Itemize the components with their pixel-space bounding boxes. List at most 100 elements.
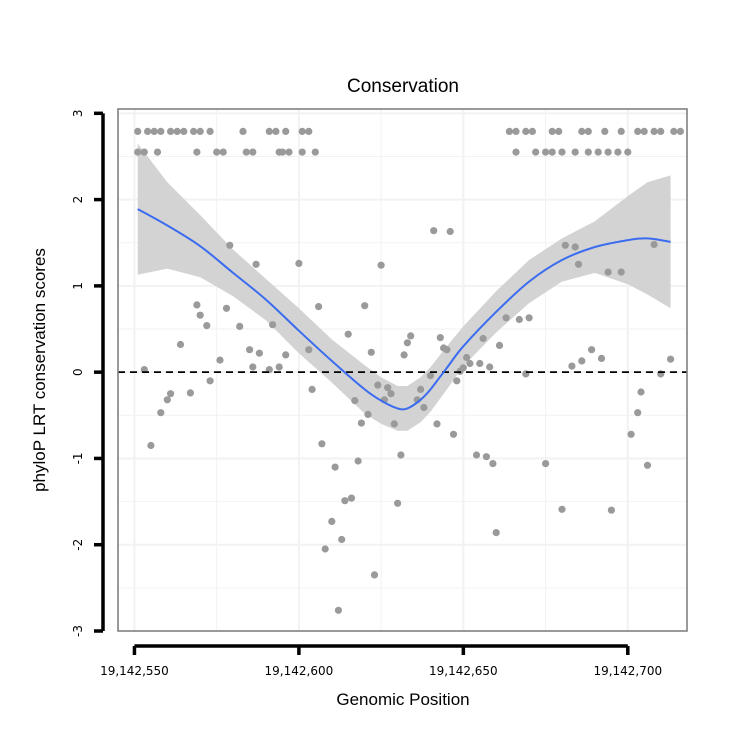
data-point <box>180 127 188 135</box>
data-point <box>321 545 329 553</box>
data-point <box>512 148 520 156</box>
data-point <box>394 499 402 507</box>
data-point <box>627 430 635 438</box>
data-point <box>328 517 336 526</box>
data-point <box>249 363 257 371</box>
data-point <box>315 303 323 311</box>
data-point <box>295 259 303 267</box>
data-point <box>206 127 214 135</box>
data-point <box>670 127 678 135</box>
data-point <box>361 302 369 310</box>
x-tick-label: 19,142,550 <box>100 664 169 678</box>
confidence-ribbon <box>137 143 671 431</box>
data-point <box>173 127 181 135</box>
data-points <box>134 127 685 614</box>
data-point <box>443 346 451 354</box>
data-point <box>377 261 385 269</box>
data-point <box>407 332 415 340</box>
smooth-trend-line <box>137 208 671 411</box>
x-axis: 19,142,550 19,142,600 19,142,650 19,142,700 <box>100 644 662 678</box>
data-point <box>624 148 632 156</box>
data-point <box>417 385 425 393</box>
data-point <box>400 351 408 359</box>
data-point <box>374 381 382 389</box>
chart-title: Conservation <box>347 76 459 97</box>
data-point <box>269 321 277 329</box>
data-point <box>364 410 372 418</box>
data-point <box>390 420 398 428</box>
data-point <box>528 127 537 135</box>
data-point <box>190 127 198 135</box>
y-tick-label: 2 <box>71 196 85 204</box>
data-point <box>482 453 490 461</box>
data-point <box>193 148 201 156</box>
data-point <box>449 430 458 438</box>
data-point <box>397 451 405 459</box>
data-point <box>370 571 379 579</box>
data-point <box>502 314 510 322</box>
data-point <box>650 127 658 135</box>
data-point <box>278 148 287 156</box>
data-point <box>384 384 392 392</box>
data-point <box>403 339 411 347</box>
data-point <box>272 127 280 135</box>
data-point <box>515 315 523 324</box>
data-point <box>607 506 616 514</box>
data-point <box>588 346 596 354</box>
data-point <box>219 148 227 156</box>
data-point <box>275 363 283 371</box>
data-point <box>495 341 504 349</box>
data-point <box>203 322 211 330</box>
data-point <box>617 268 625 276</box>
data-point <box>226 241 234 249</box>
data-point <box>436 334 444 342</box>
data-point <box>153 148 162 156</box>
y-tick-label: 1 <box>71 282 85 290</box>
data-point <box>354 457 362 465</box>
data-point <box>558 505 566 513</box>
x-tick-label: 19,142,650 <box>429 664 498 678</box>
data-point <box>634 409 642 417</box>
data-point <box>334 606 342 614</box>
data-point <box>466 359 474 368</box>
data-point <box>134 127 142 135</box>
data-point <box>446 227 454 236</box>
data-point <box>305 346 313 354</box>
data-point <box>657 127 665 135</box>
data-point <box>196 311 204 319</box>
data-point <box>561 241 569 249</box>
data-point <box>486 363 494 371</box>
data-point <box>571 148 579 156</box>
y-tick-label: -2 <box>71 539 85 551</box>
data-point <box>255 349 263 357</box>
data-point <box>239 127 247 135</box>
data-point <box>578 357 586 365</box>
data-point <box>433 420 441 428</box>
data-point <box>246 346 254 354</box>
y-tick-label: -1 <box>71 452 85 464</box>
data-point <box>420 403 428 412</box>
data-point <box>558 148 566 156</box>
data-point <box>157 127 165 135</box>
data-point <box>351 397 359 405</box>
data-point <box>525 314 533 322</box>
data-point <box>157 409 165 417</box>
data-point <box>249 148 257 156</box>
data-point <box>305 127 313 135</box>
data-point <box>492 529 500 537</box>
data-point <box>476 359 484 368</box>
data-point <box>150 127 158 135</box>
data-point <box>555 127 563 135</box>
x-tick-label: 19,142,600 <box>265 664 334 678</box>
data-point <box>196 127 204 135</box>
data-point <box>617 127 625 135</box>
data-point <box>505 127 513 135</box>
data-point <box>650 240 658 249</box>
data-point <box>472 451 481 459</box>
y-tick-label: 0 <box>71 368 85 376</box>
data-point <box>548 148 556 156</box>
data-point <box>430 227 438 235</box>
data-point <box>367 348 375 356</box>
plot-frame <box>117 108 688 632</box>
data-point <box>522 127 530 135</box>
